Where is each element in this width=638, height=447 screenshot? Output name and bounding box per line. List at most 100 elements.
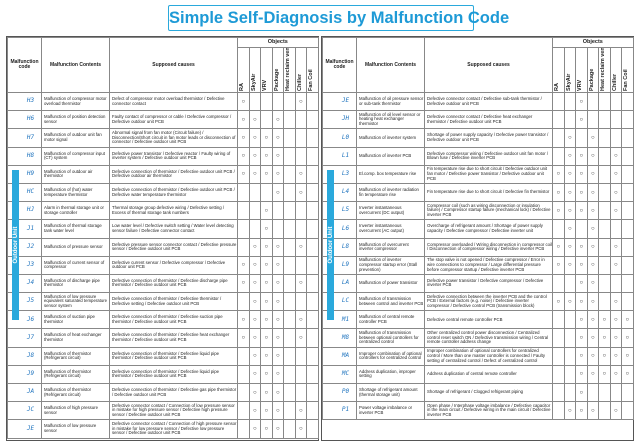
object-mark-cell: ○ xyxy=(586,255,599,275)
object-mark-cell xyxy=(563,273,576,294)
object-mark-cell: ○ xyxy=(260,292,273,312)
object-mark-cell xyxy=(621,273,634,294)
header-contents: Malfunction Contents xyxy=(41,37,110,93)
object-mark-cell xyxy=(552,382,565,403)
object-mark-cell: ○ xyxy=(237,255,250,275)
object-mark-cell xyxy=(598,110,611,130)
table-row: L1 Malfunction of inverter PCB Defective c… xyxy=(322,146,634,166)
object-mark-cell: ○ xyxy=(575,328,588,348)
object-mark-cell: ○ xyxy=(598,346,611,366)
object-mark-cell: ○ xyxy=(609,146,622,166)
object-mark-cell: ○ xyxy=(575,146,588,166)
table-row: P1 Power voltage imbalance or inverter PC… xyxy=(322,401,634,421)
object-mark-cell: ○ xyxy=(248,310,261,330)
object-mark-cell: ○ xyxy=(598,364,611,385)
malfunction-contents: Alarm in thermal storage unit or storage… xyxy=(41,201,110,221)
header-causes: Supposed causes xyxy=(424,37,553,93)
object-mark-cell: ○ xyxy=(271,401,284,421)
header-code: Malfunction code xyxy=(322,37,357,93)
malfunction-contents: Malfunction of thermal storage tank wate… xyxy=(41,219,110,239)
object-mark-cell: ○ xyxy=(609,401,622,421)
supposed-causes: The stop valve is not opened / Defective… xyxy=(424,255,553,275)
object-mark-cell: ○ xyxy=(563,182,576,203)
object-mark-cell xyxy=(237,219,250,239)
malfunction-code: H7 xyxy=(7,128,42,148)
header-column: Chiller xyxy=(294,47,307,93)
supposed-causes: Defective connection of thermistor / Def… xyxy=(109,364,238,385)
header-column-label: RA xyxy=(554,83,561,91)
object-mark-cell xyxy=(306,164,319,184)
object-mark-cell: ○ xyxy=(575,346,588,366)
object-mark-cell: ○ xyxy=(294,182,307,203)
object-mark-cell: ○ xyxy=(563,401,576,421)
object-mark-cell xyxy=(237,292,250,312)
table-row: J8 Malfunction of thermistor (Refrigerant… xyxy=(7,346,319,366)
object-mark-cell: ○ xyxy=(260,328,273,348)
object-mark-cell: ○ xyxy=(575,164,588,184)
malfunction-code: P1 xyxy=(322,401,357,421)
supposed-causes: Other centralized control power disconne… xyxy=(424,328,553,348)
object-mark-cell: ○ xyxy=(271,237,284,257)
malfunction-code: JE xyxy=(7,419,42,439)
object-mark-cell xyxy=(598,182,611,203)
object-mark-cell: ○ xyxy=(294,401,307,421)
object-mark-cell xyxy=(283,128,296,148)
table-row: MA Improper combination of optional contr… xyxy=(322,346,634,366)
supposed-causes: Defect of compressor motor overload ther… xyxy=(109,91,238,112)
object-mark-cell: ○ xyxy=(271,382,284,403)
malfunction-code: JA xyxy=(7,382,42,403)
object-mark-cell: ○ xyxy=(260,382,273,403)
header-column: Heat reclaim ventilation xyxy=(283,47,296,93)
object-mark-cell xyxy=(621,219,634,239)
object-mark-cell: ○ xyxy=(237,110,250,130)
object-mark-cell xyxy=(306,419,319,439)
object-mark-cell xyxy=(563,364,576,385)
object-mark-cell: ○ xyxy=(575,401,588,421)
object-mark-cell xyxy=(248,201,261,221)
object-mark-cell: ○ xyxy=(575,382,588,403)
header-column: Package xyxy=(586,47,599,93)
object-mark-cell xyxy=(294,219,307,239)
malfunction-code: L0 xyxy=(322,128,357,148)
object-mark-cell xyxy=(237,346,250,366)
malfunction-code: MA xyxy=(322,346,357,366)
object-mark-cell: ○ xyxy=(621,346,634,366)
malfunction-contents: Malfunction of (hot) water temperature t… xyxy=(41,182,110,203)
object-mark-cell xyxy=(552,310,565,330)
malfunction-contents: Shortage of refrigerant amount (thermal … xyxy=(356,382,425,403)
malfunction-contents: Malfunction of inverter system xyxy=(356,128,425,148)
object-mark-cell: ○ xyxy=(575,182,588,203)
object-mark-cell xyxy=(306,237,319,257)
object-mark-cell xyxy=(609,91,622,112)
left-table: Malfunction code Malfunction Contents Supp… xyxy=(7,37,319,439)
object-mark-cell xyxy=(552,346,565,366)
object-mark-cell xyxy=(283,146,296,166)
object-mark-cell xyxy=(586,91,599,112)
object-mark-cell xyxy=(283,237,296,257)
object-mark-cell xyxy=(306,201,319,221)
object-mark-cell: ○ xyxy=(271,273,284,294)
malfunction-code: JH xyxy=(322,110,357,130)
object-mark-cell: ○ xyxy=(248,128,261,148)
object-mark-cell xyxy=(621,110,634,130)
object-mark-cell: ○ xyxy=(260,255,273,275)
object-mark-cell: ○ xyxy=(248,292,261,312)
malfunction-contents: Malfunction of oil pressure sensor or su… xyxy=(356,91,425,112)
object-mark-cell xyxy=(237,401,250,421)
object-mark-cell xyxy=(621,128,634,148)
malfunction-contents: Malfunction of suction pipe thermistor xyxy=(41,310,110,330)
supposed-causes: Defective connection of thermistor / Def… xyxy=(109,310,238,330)
malfunction-contents: Malfunction of outdoor unit fan motor si… xyxy=(41,128,110,148)
object-mark-cell: ○ xyxy=(609,292,622,312)
object-mark-cell xyxy=(563,382,576,403)
object-mark-cell xyxy=(563,91,576,112)
object-mark-cell: ○ xyxy=(271,255,284,275)
table-row: H7 Malfunction of outdoor unit fan motor … xyxy=(7,128,319,148)
object-mark-cell xyxy=(598,273,611,294)
object-mark-cell xyxy=(283,382,296,403)
object-mark-cell xyxy=(552,401,565,421)
outdoor-unit-side-label-right: Outdoor Unit xyxy=(327,170,334,320)
object-mark-cell xyxy=(586,382,599,403)
supposed-causes: Open phase / Interphase voltage imbalanc… xyxy=(424,401,553,421)
table-row: M1 Malfunction of central remote controll… xyxy=(322,310,634,330)
